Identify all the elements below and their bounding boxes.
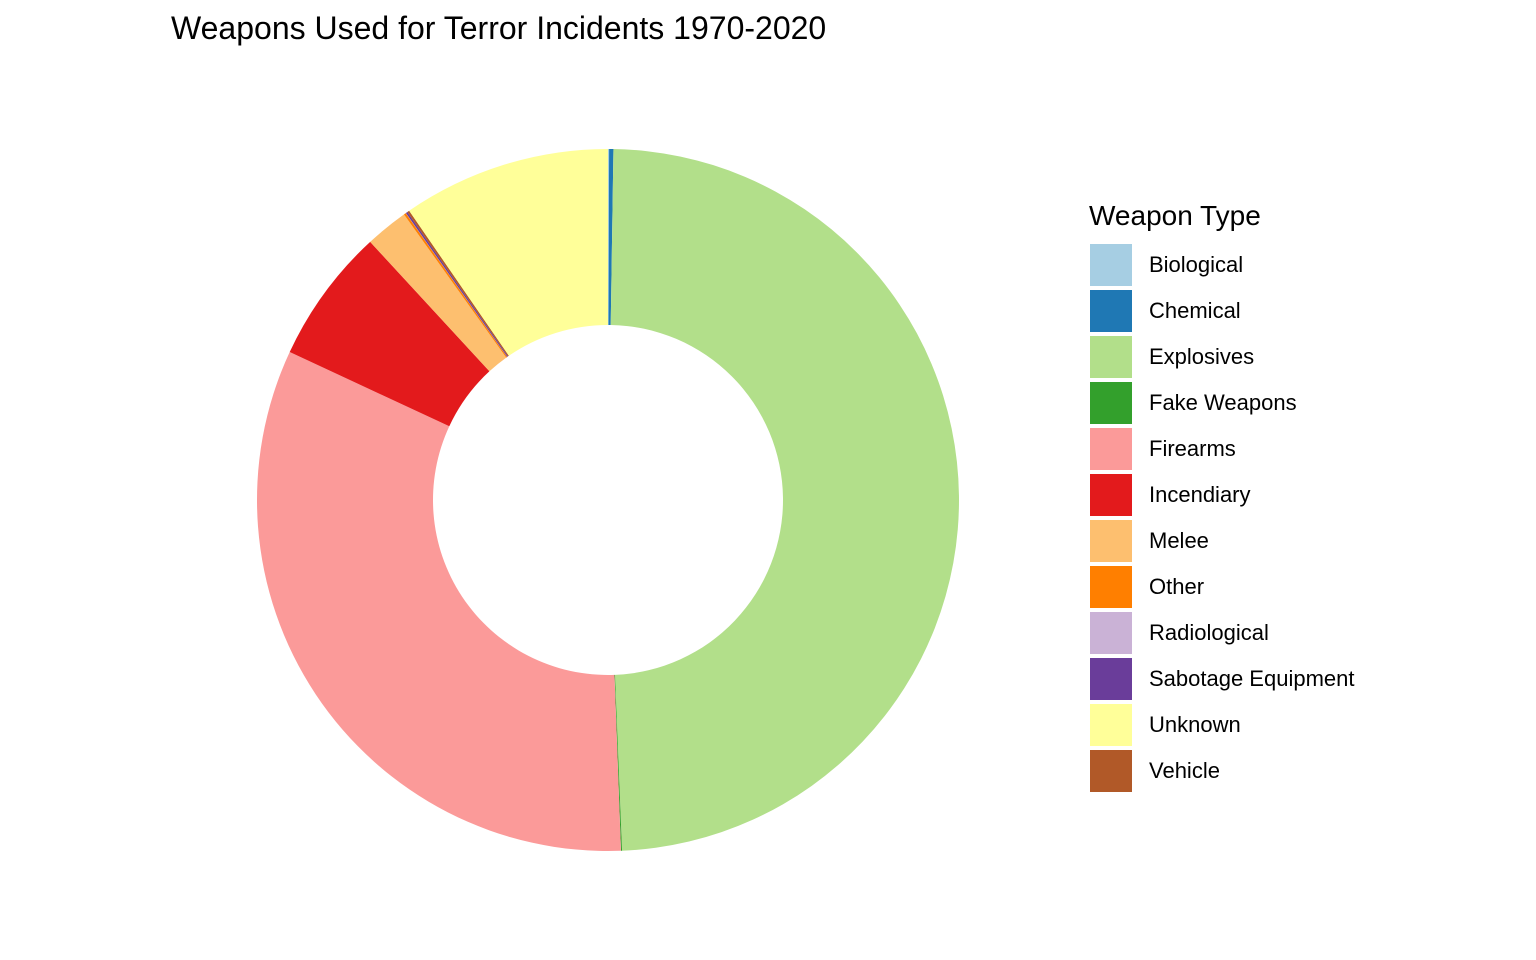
legend-swatch xyxy=(1089,519,1133,563)
legend-swatch xyxy=(1089,703,1133,747)
slice-other xyxy=(403,213,508,358)
donut-slices xyxy=(256,149,959,851)
legend-label: Vehicle xyxy=(1149,758,1220,783)
legend-label: Melee xyxy=(1149,528,1209,553)
legend-item: Chemical xyxy=(1089,288,1355,334)
legend-label: Biological xyxy=(1149,252,1244,277)
legend-swatch xyxy=(1089,427,1133,471)
legend-label: Sabotage Equipment xyxy=(1149,666,1355,691)
legend-label: Other xyxy=(1149,574,1205,599)
slice-vehicle xyxy=(407,210,509,357)
legend-item: Melee xyxy=(1089,518,1355,564)
legend-label: Chemical xyxy=(1149,298,1241,323)
legend-item: Fake Weapons xyxy=(1089,380,1355,426)
legend: Weapon Type Biological Chemical Explosives… xyxy=(1089,200,1355,794)
legend-swatch xyxy=(1089,243,1133,287)
legend-swatch xyxy=(1089,381,1133,425)
legend-swatch xyxy=(1089,335,1133,379)
legend-item: Vehicle xyxy=(1089,748,1355,794)
legend-item: Explosives xyxy=(1089,334,1355,380)
legend-swatch xyxy=(1089,611,1133,655)
legend-swatch xyxy=(1089,657,1133,701)
chart-title: Weapons Used for Terror Incidents 1970-2… xyxy=(171,10,827,46)
legend-label: Firearms xyxy=(1149,436,1236,461)
slice-chemical xyxy=(608,149,614,326)
legend-swatch xyxy=(1089,473,1133,517)
legend-item: Incendiary xyxy=(1089,472,1355,518)
legend-label: Radiological xyxy=(1149,620,1269,645)
legend-item: Biological xyxy=(1089,242,1355,288)
slice-biological xyxy=(608,149,610,326)
slice-firearms xyxy=(256,352,621,851)
slice-sabotage-equipment xyxy=(405,212,508,357)
legend-label: Fake Weapons xyxy=(1149,390,1297,415)
legend-label: Incendiary xyxy=(1149,482,1251,507)
legend-item: Radiological xyxy=(1089,610,1355,656)
slice-incendiary xyxy=(289,241,490,427)
legend-label: Explosives xyxy=(1149,344,1255,369)
legend-label: Unknown xyxy=(1149,712,1241,737)
slice-explosives xyxy=(610,149,959,851)
slice-fake-weapons xyxy=(614,674,623,851)
legend-item: Sabotage Equipment xyxy=(1089,656,1355,702)
legend-item: Other xyxy=(1089,564,1355,610)
slice-melee xyxy=(370,214,507,372)
legend-swatch xyxy=(1089,749,1133,793)
legend-swatch xyxy=(1089,565,1133,609)
legend-item: Unknown xyxy=(1089,702,1355,748)
legend-item: Firearms xyxy=(1089,426,1355,472)
legend-swatch xyxy=(1089,289,1133,333)
slice-unknown xyxy=(409,149,608,356)
legend-items: Biological Chemical Explosives Fake Weapons… xyxy=(1089,242,1355,794)
slice-radiological xyxy=(405,213,508,357)
legend-title: Weapon Type xyxy=(1089,200,1261,231)
